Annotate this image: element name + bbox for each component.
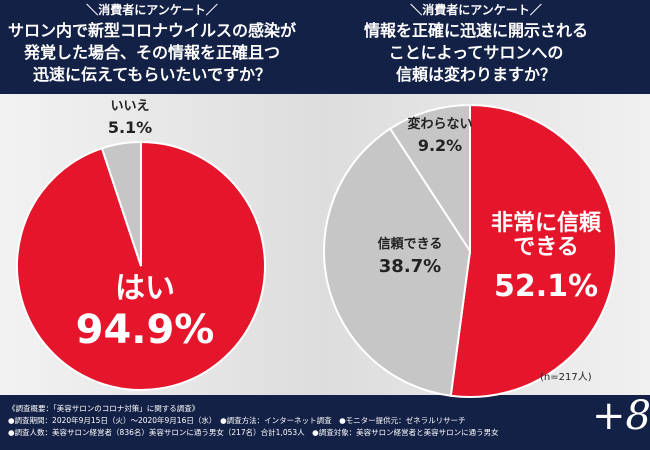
chart-title: 発覚した場合、その情報を正確且つ (23, 43, 280, 62)
survey-note: 《調査概要：「美容サロンのコロナ対策」に関する調査》 (8, 404, 200, 413)
logo: +8 (592, 393, 650, 439)
pie-slice (449, 103, 617, 398)
slice-value: 52.1% (493, 269, 599, 304)
chart-title: サロン内で新型コロナウイルスの感染が (7, 21, 296, 40)
chart-title: ことによってサロンへの (388, 43, 564, 62)
footer-band (0, 395, 650, 450)
slice-label: 非常に信頼できる (490, 211, 601, 261)
survey-note: ●調査人数：美容サロン経営者（836名）美容サロンに通う男女（217名）合計1,… (8, 428, 499, 437)
chart-title: 信頼は変わりますか？ (395, 65, 556, 84)
pie-slice (388, 103, 471, 255)
slice-value: 38.7% (378, 256, 442, 277)
chart-title: 情報を正確に迅速に開示される (363, 21, 588, 40)
subtitle: ＼消費者にアンケート／ (86, 3, 218, 17)
header-band (0, 0, 650, 94)
subtitle: ＼消費者にアンケート／ (410, 3, 542, 17)
sample-size: (n=217人) (540, 372, 592, 383)
slice-label: いいえ (110, 99, 150, 114)
slice-value: 9.2% (417, 136, 463, 155)
survey-note: ●調査期間：2020年9月15日（火）～2020年9月16日（水） ●調査方法：… (8, 416, 466, 425)
pie-slice (100, 140, 142, 267)
slice-value: 94.9% (75, 307, 215, 353)
slice-label: 変わらない (407, 117, 473, 132)
slice-value: 5.1% (107, 118, 153, 137)
slice-label: はい (115, 271, 175, 306)
slice-label: 信頼できる (377, 237, 443, 252)
chart-title: 迅速に伝えてもらいたいですか？ (33, 65, 271, 84)
